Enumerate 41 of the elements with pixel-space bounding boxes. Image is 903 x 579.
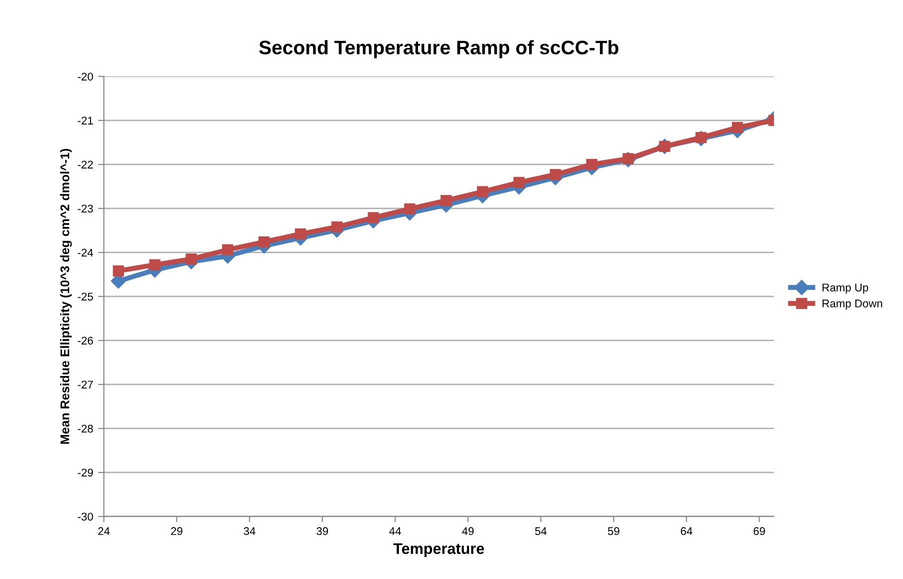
y-tick-label: -29 <box>78 468 93 477</box>
legend-label: Ramp Up <box>822 284 868 294</box>
x-tick-label: 69 <box>754 527 765 536</box>
y-tick-label: -28 <box>78 424 93 433</box>
point <box>513 176 525 188</box>
y-tick-label: -24 <box>78 248 94 256</box>
point <box>112 265 124 276</box>
y-tick-label: -20 <box>78 72 93 81</box>
y-tick-label: -27 <box>78 380 93 388</box>
point <box>294 228 306 240</box>
x-tick-label: 54 <box>535 527 547 536</box>
point <box>440 194 452 206</box>
legend-label: Ramp Down <box>822 300 882 310</box>
x-tick-label: 59 <box>608 527 620 536</box>
chart-title: Second Temperature Ramp of scCC-Tb <box>259 40 618 58</box>
y-tick-label: -22 <box>78 160 93 168</box>
x-tick-label: 49 <box>462 527 474 536</box>
x-tick-label: 24 <box>98 527 110 535</box>
y-tick-label: -30 <box>78 512 93 521</box>
x-axis-title: Temperature <box>393 543 484 558</box>
point <box>477 186 488 198</box>
x-tick-label: 34 <box>244 527 256 536</box>
y-tick-label: -23 <box>78 204 93 213</box>
point <box>550 169 561 180</box>
y-tick-label: -25 <box>78 292 93 301</box>
point <box>186 253 197 265</box>
point <box>732 122 744 134</box>
point <box>368 212 379 224</box>
point <box>404 203 416 214</box>
point <box>258 236 270 248</box>
point <box>331 221 342 232</box>
point <box>149 259 160 270</box>
y-axis-title: Mean Residue Ellipticity (10^3 deg cm^2 dmol^-1) <box>60 148 72 444</box>
x-tick-label: 39 <box>316 527 328 536</box>
x-tick-label: 29 <box>171 527 182 536</box>
point <box>586 158 598 170</box>
y-tick-label: -21 <box>78 116 93 124</box>
x-tick-label: 44 <box>389 527 402 535</box>
y-tick-label: -26 <box>78 336 93 345</box>
x-tick-label: 64 <box>680 527 692 536</box>
point <box>222 244 234 256</box>
